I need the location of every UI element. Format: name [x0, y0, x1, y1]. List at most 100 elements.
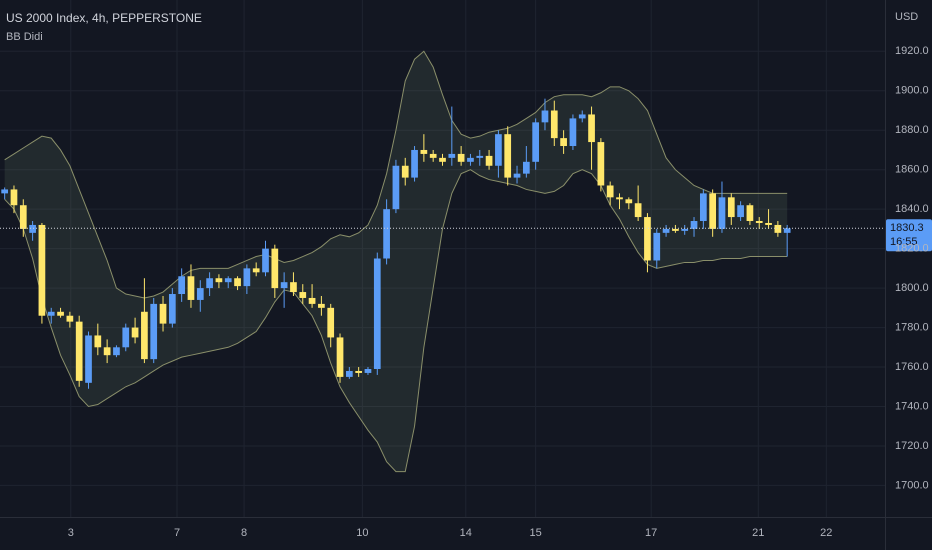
candle-body [522, 161, 530, 174]
candle-body [150, 303, 158, 360]
y-tick-label: 1840.0 [895, 203, 929, 215]
candle-body [746, 205, 754, 222]
y-tick-label: 1740.0 [895, 400, 929, 412]
candle-body [187, 276, 195, 300]
candle-body [597, 142, 605, 186]
candle-body [299, 292, 307, 298]
candle-body [448, 153, 456, 158]
candles [1, 98, 791, 389]
candle-body [457, 153, 465, 162]
candle-body [196, 288, 204, 300]
candle-body [606, 185, 614, 198]
y-tick-label: 1860.0 [895, 164, 929, 176]
x-tick-label: 15 [530, 527, 542, 539]
candle-body [262, 248, 269, 273]
candle-body [122, 327, 130, 348]
y-tick-label: 1700.0 [895, 479, 929, 491]
candle-body [550, 110, 558, 139]
candle-body [38, 224, 46, 316]
candle-body [699, 193, 707, 222]
candle-body [94, 335, 102, 348]
candle-body [578, 114, 586, 119]
currency: USD [895, 11, 918, 23]
last-price-label: 1830.3 [890, 222, 924, 234]
candle-body [569, 118, 577, 147]
x-tick-label: 22 [820, 527, 832, 539]
y-tick-label: 1760.0 [895, 361, 929, 373]
candle-body [141, 311, 148, 360]
candle-body [47, 311, 55, 316]
candle-body [541, 110, 549, 123]
candle-body [327, 307, 335, 338]
candle-body [336, 337, 344, 377]
band-fill [4, 51, 788, 472]
candle-body [709, 193, 717, 229]
candle-body [29, 224, 36, 233]
candle-body [85, 335, 92, 383]
last-price-box [886, 219, 932, 252]
x-tick-label: 14 [460, 527, 472, 539]
candle-body [113, 347, 120, 356]
candle-body [215, 278, 223, 283]
candle-body [271, 248, 279, 289]
x-tick-label: 8 [241, 527, 247, 539]
candle-body [364, 369, 372, 373]
candle-body [159, 303, 167, 324]
grid [0, 0, 885, 517]
candle-body [634, 203, 642, 218]
bollinger-bands [4, 50, 788, 473]
candle-body [10, 189, 18, 206]
candle-body [560, 138, 567, 147]
candle-body [373, 258, 381, 370]
candle-body [476, 155, 484, 158]
candle-body [504, 134, 512, 178]
candle-body [57, 311, 64, 316]
candle-body [718, 197, 726, 229]
y-tick-label: 1800.0 [895, 282, 929, 294]
candle-body [625, 199, 633, 204]
x-tick-label: 21 [752, 527, 764, 539]
candle-body [737, 205, 744, 218]
candle-body [178, 276, 186, 295]
candle-body [383, 209, 390, 259]
candle-body [467, 157, 474, 162]
candle-body [495, 134, 502, 166]
candle-body [252, 268, 260, 273]
candle-body [345, 370, 353, 377]
bar-countdown: 16:55 [890, 236, 918, 248]
candle-body [588, 114, 595, 143]
candle-body [290, 282, 297, 293]
candle-body [1, 189, 9, 194]
candle-body [513, 173, 521, 178]
x-tick-label: 17 [645, 527, 657, 539]
candle-body [616, 197, 623, 200]
candle-body [672, 228, 679, 231]
candle-body [783, 228, 791, 233]
x-tick-label: 3 [68, 527, 74, 539]
candle-body [280, 282, 288, 289]
candle-body [392, 165, 400, 210]
candle-body [755, 221, 763, 223]
candle-body [243, 268, 251, 287]
candle-body [75, 321, 83, 381]
candle-body [168, 294, 176, 324]
chart-title: US 2000 Index, 4h, PEPPERSTONE [6, 11, 202, 25]
candle-body [429, 153, 437, 158]
candle-body [765, 222, 772, 225]
candle-body [439, 157, 446, 162]
candle-body [401, 165, 409, 178]
x-tick-label: 7 [174, 527, 180, 539]
y-tick-label: 1920.0 [895, 45, 929, 57]
y-tick-label: 1720.0 [895, 440, 929, 452]
y-tick-label: 1780.0 [895, 321, 929, 333]
candle-body [774, 224, 782, 233]
y-tick-label: 1880.0 [895, 124, 929, 136]
band-upper [4, 50, 788, 299]
candle-body [318, 303, 325, 308]
y-tick-label: 1820.0 [895, 243, 929, 255]
candle-body [355, 370, 363, 373]
x-tick-label: 10 [356, 527, 368, 539]
candle-body [690, 221, 698, 229]
